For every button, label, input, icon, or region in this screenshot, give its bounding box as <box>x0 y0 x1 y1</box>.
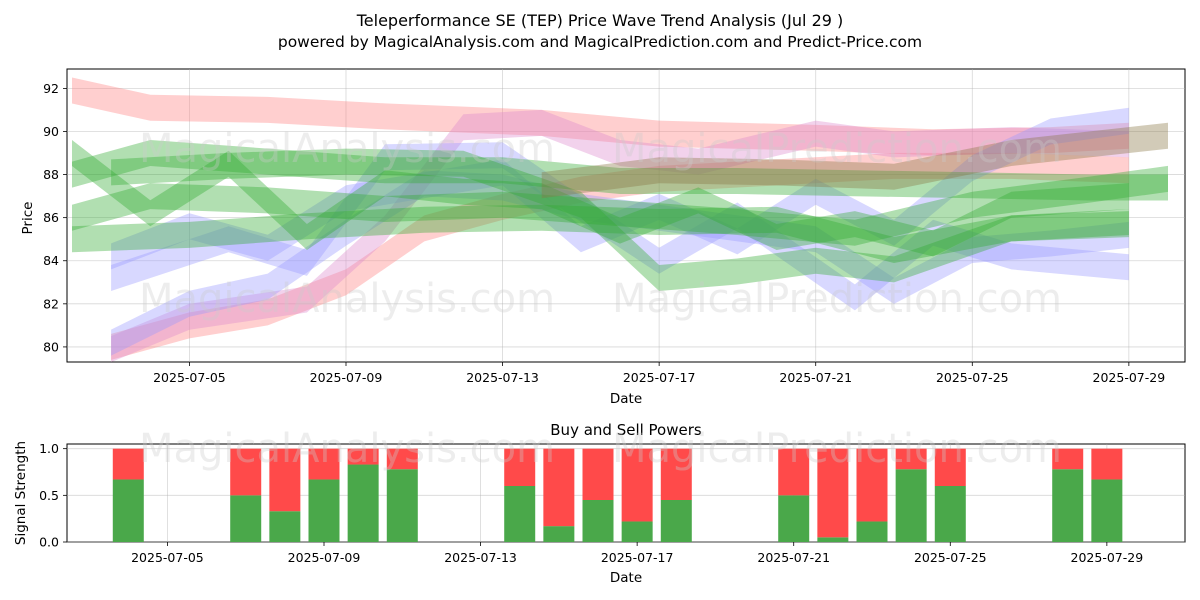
chart-title: Teleperformance SE (TEP) Price Wave Tren… <box>356 11 844 30</box>
sell-bar <box>856 448 888 522</box>
buy-bar <box>386 469 418 542</box>
buy-bar <box>621 521 653 542</box>
signal-watermarks: MagicalAnalysis.com MagicalPrediction.co… <box>139 426 1062 472</box>
price-grid <box>67 69 1185 362</box>
watermark-analysis-bottom: MagicalAnalysis.com <box>139 426 555 472</box>
price-plot-frame <box>66 68 1186 363</box>
price-y-tick-label: 80 <box>43 339 59 354</box>
buy-bar <box>112 479 144 542</box>
signal-bars <box>112 448 1123 542</box>
price-x-tick-label: 2025-07-09 <box>310 370 383 385</box>
buy-bar <box>856 521 888 542</box>
sell-bar <box>504 448 536 486</box>
buy-bar <box>582 500 614 542</box>
sell-bar <box>621 448 653 522</box>
price-wave-band-7 <box>72 165 1168 246</box>
sell-bar <box>817 448 849 538</box>
sell-bar <box>934 448 966 486</box>
price-x-tick-label: 2025-07-05 <box>153 370 226 385</box>
price-wave-band-6 <box>72 140 1168 201</box>
buy-bar <box>934 486 966 542</box>
signal-x-ticks: 2025-07-05 2025-07-09 2025-07-13 2025-07-17… <box>131 542 1143 565</box>
buy-bar <box>1091 479 1123 542</box>
signal-y-axis-label: Signal Strength <box>13 441 29 545</box>
sell-bar <box>895 448 927 470</box>
price-x-axis-label: Date <box>610 391 642 407</box>
signal-y-tick-label: 1.0 <box>39 441 59 456</box>
buy-bar <box>230 495 262 542</box>
signal-panel: Buy and Sell Powers MagicalAnalysis.com … <box>13 421 1186 586</box>
signal-chart-title: Buy and Sell Powers <box>550 421 702 439</box>
price-wave-band-5 <box>111 142 1129 311</box>
price-wave-band-3 <box>111 170 1129 356</box>
sell-bar <box>660 448 692 500</box>
price-wave-band-4 <box>111 107 1129 270</box>
sell-bar <box>778 448 810 496</box>
sell-bar <box>269 448 301 512</box>
sell-bar <box>347 448 379 465</box>
price-wave-series <box>72 77 1168 362</box>
sell-bar <box>1052 448 1084 470</box>
price-x-tick-label: 2025-07-17 <box>623 370 696 385</box>
price-wave-panel: MagicalAnalysis.com MagicalPrediction.co… <box>20 68 1186 407</box>
price-wave-band-1 <box>111 152 1129 360</box>
buy-bar <box>1052 469 1084 542</box>
signal-x-tick-label: 2025-07-25 <box>914 550 987 565</box>
signal-x-tick-label: 2025-07-05 <box>131 550 204 565</box>
price-y-tick-label: 90 <box>43 124 59 139</box>
price-x-tick-label: 2025-07-25 <box>936 370 1009 385</box>
price-x-tick-label: 2025-07-21 <box>779 370 852 385</box>
buy-bar <box>347 464 379 542</box>
price-y-tick-label: 82 <box>43 296 59 311</box>
price-wave-band-2 <box>111 109 1129 362</box>
buy-bar <box>269 511 301 542</box>
buy-bar <box>308 479 340 542</box>
sell-bar <box>386 448 418 470</box>
buy-bar <box>543 526 575 542</box>
price-y-tick-label: 88 <box>43 167 59 182</box>
sell-bar <box>112 448 144 480</box>
signal-x-axis-label: Date <box>610 570 642 586</box>
signal-x-tick-label: 2025-07-29 <box>1071 550 1144 565</box>
sell-bar <box>582 448 614 500</box>
signal-x-tick-label: 2025-07-09 <box>288 550 361 565</box>
price-watermarks: MagicalAnalysis.com MagicalPrediction.co… <box>139 126 1062 322</box>
buy-bar <box>660 500 692 542</box>
watermark-prediction-bottom: MagicalPrediction.com <box>612 426 1062 472</box>
price-x-ticks: 2025-07-05 2025-07-09 2025-07-13 2025-07-17… <box>153 362 1165 385</box>
sell-bar <box>1091 448 1123 480</box>
watermark-analysis-mid: MagicalAnalysis.com <box>139 276 555 322</box>
price-y-tick-label: 84 <box>43 253 59 268</box>
sell-bar <box>543 448 575 527</box>
watermark-prediction-mid: MagicalPrediction.com <box>612 276 1062 322</box>
price-y-tick-label: 92 <box>43 81 59 96</box>
signal-y-tick-label: 0.0 <box>39 535 59 550</box>
buy-bar <box>778 495 810 542</box>
price-x-tick-label: 2025-07-29 <box>1093 370 1166 385</box>
price-y-tick-label: 86 <box>43 210 59 225</box>
buy-bar <box>895 469 927 542</box>
price-wave-band-8 <box>72 204 1129 263</box>
price-y-ticks: 80 82 84 86 88 90 92 <box>43 81 67 354</box>
signal-y-tick-label: 0.5 <box>39 488 59 503</box>
price-y-axis-label: Price <box>20 202 36 235</box>
signal-x-tick-label: 2025-07-13 <box>444 550 517 565</box>
buy-bar <box>504 486 536 542</box>
signal-y-ticks: 0.0 0.5 1.0 <box>39 441 67 550</box>
price-wave-band-0 <box>72 77 1129 156</box>
price-x-tick-label: 2025-07-13 <box>466 370 539 385</box>
buy-bar <box>817 537 849 542</box>
sell-bar <box>308 448 340 480</box>
chart-subtitle: powered by MagicalAnalysis.com and Magic… <box>278 33 922 51</box>
price-wave-band-10 <box>111 148 1129 291</box>
price-wave-band-9 <box>72 140 1129 257</box>
price-wave-band-11 <box>541 122 1168 199</box>
signal-x-tick-label: 2025-07-17 <box>601 550 674 565</box>
signal-x-tick-label: 2025-07-21 <box>757 550 830 565</box>
watermark-analysis-top: MagicalAnalysis.com <box>139 126 555 172</box>
sell-bar <box>230 448 262 496</box>
watermark-prediction-top: MagicalPrediction.com <box>612 126 1062 172</box>
